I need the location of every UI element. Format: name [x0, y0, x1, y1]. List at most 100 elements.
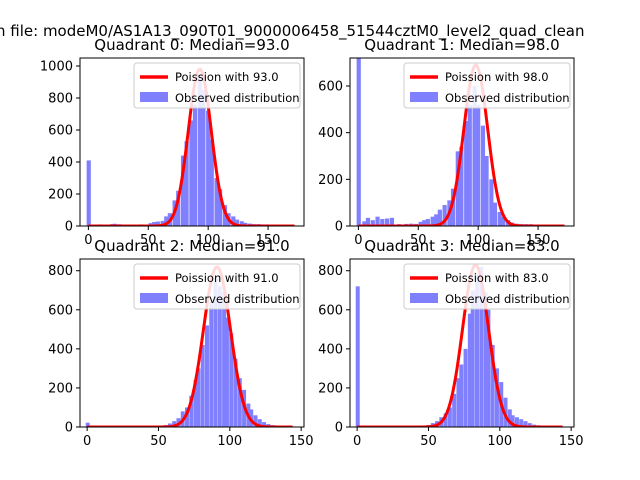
histogram-bar: [494, 368, 499, 427]
quadrant-1-panel: 0 50 100 150 0 200 400 600 Quadrant 1: Median=98…: [318, 36, 575, 248]
histogram-bar: [201, 90, 206, 226]
y-tick-label: 0: [335, 421, 343, 436]
x-tick-label: 150: [256, 233, 281, 248]
histogram-bar: [86, 160, 91, 226]
legend-bar-swatch: [140, 92, 168, 102]
y-tick-label: 400: [48, 342, 73, 357]
histogram-bar: [450, 188, 456, 226]
histogram-bar: [455, 151, 460, 226]
quadrant-title: Quadrant 2: Median=91.0: [94, 237, 289, 255]
histogram-bar: [184, 141, 189, 226]
histogram-bar: [456, 378, 461, 427]
quadrant-2-panel: 0 50 100 150 0 200 400 600 800 Quadrant 2: Median…: [48, 237, 313, 449]
histogram-bar: [430, 216, 435, 226]
histogram-bar: [375, 216, 380, 226]
histogram-bar: [523, 421, 528, 427]
histogram-bar: [507, 409, 512, 427]
histogram-bar: [472, 86, 477, 226]
histogram-bar: [85, 422, 90, 427]
legend-poisson-label: Poission with 98.0: [445, 70, 549, 84]
axes-frame: [79, 258, 305, 428]
y-tick-label: 600: [318, 303, 343, 318]
histogram-bar: [489, 179, 494, 226]
legend-observed-label: Observed distribution: [445, 292, 570, 306]
legend-box: [133, 263, 301, 310]
histogram-bar: [519, 419, 524, 427]
histogram-bar: [172, 421, 177, 427]
legend-box: [133, 62, 301, 109]
histogram-bar: [483, 292, 488, 427]
histogram-bar: [418, 221, 423, 226]
x-tick-label: 0: [353, 434, 361, 449]
histogram-bar: [253, 415, 258, 427]
legend-bar-swatch: [410, 92, 438, 102]
histogram-bar: [474, 274, 479, 427]
quadrant-title: Quadrant 3: Median=83.0: [364, 237, 559, 255]
legend-observed-label: Observed distribution: [175, 91, 300, 105]
histogram-bar: [155, 221, 160, 226]
histogram-bar: [476, 104, 481, 226]
histogram-bar: [510, 415, 515, 427]
histogram-bar: [425, 219, 430, 226]
legend-observed-label: Observed distribution: [175, 292, 300, 306]
histogram-bar: [527, 423, 532, 427]
histogram-bar: [237, 378, 242, 427]
histogram-bar: [197, 75, 202, 226]
histogram-bar: [217, 286, 222, 427]
quadrant-title: Quadrant 1: Median=98.0: [364, 36, 559, 54]
histogram-bar: [452, 393, 457, 427]
histogram-bar: [189, 120, 194, 226]
histogram-bar: [479, 266, 484, 427]
figure-suptitle: n file: modeM0/AS1A13_090T01_9000006458_…: [0, 22, 585, 41]
histogram-bar: [356, 58, 361, 226]
histogram-bar: [492, 202, 498, 226]
histogram-bar: [443, 413, 448, 427]
histogram-bar: [365, 217, 371, 226]
histogram-bar: [234, 219, 240, 226]
histogram-bar: [385, 218, 390, 226]
legend: Poission with 91.0 Observed distribution: [133, 263, 301, 310]
y-tick-label: 0: [335, 220, 343, 235]
histogram-bar: [189, 395, 194, 427]
histogram-bar: [233, 358, 238, 427]
x-tick-label: 50: [150, 434, 167, 449]
y-tick-label: 400: [318, 342, 343, 357]
histogram-bar: [243, 222, 248, 226]
histogram-bar: [164, 216, 169, 226]
histogram-bar: [222, 292, 227, 427]
histogram-bar: [434, 214, 439, 226]
histogram-bar: [206, 110, 211, 226]
histogram-bar: [152, 222, 157, 226]
histogram-bar: [218, 189, 223, 226]
y-tick-label: 800: [318, 264, 343, 279]
x-tick-label: 100: [487, 434, 512, 449]
quadrant-3-plot-area: [355, 263, 563, 427]
y-tick-label: 1000: [40, 60, 73, 75]
histogram-bar: [484, 156, 489, 226]
histogram-bar: [422, 220, 427, 226]
x-tick-label: 0: [84, 233, 92, 248]
legend-bar-swatch: [410, 293, 438, 303]
axes-frame: [79, 57, 305, 227]
histogram-bar: [204, 325, 209, 427]
histogram-bar: [193, 380, 198, 427]
histogram-bar: [514, 417, 519, 427]
y-tick-label: 600: [48, 124, 73, 139]
histogram-bar: [231, 216, 236, 226]
x-tick-label: 150: [289, 434, 314, 449]
y-tick-label: 200: [48, 188, 73, 203]
legend-poisson-label: Poission with 83.0: [445, 271, 549, 285]
histogram-bar: [239, 221, 244, 226]
histogram-bar: [209, 301, 214, 427]
legend-poisson-label: Poission with 93.0: [175, 70, 279, 84]
y-tick-label: 400: [48, 156, 73, 171]
histogram-bar: [497, 212, 502, 226]
legend-box: [403, 62, 571, 109]
x-tick-label: 100: [196, 233, 221, 248]
histogram-bar: [229, 333, 234, 427]
legend: Poission with 93.0 Observed distribution: [133, 62, 301, 109]
histogram-bar: [213, 278, 218, 427]
histogram-bar: [362, 221, 367, 226]
histogram-bar: [486, 309, 491, 427]
